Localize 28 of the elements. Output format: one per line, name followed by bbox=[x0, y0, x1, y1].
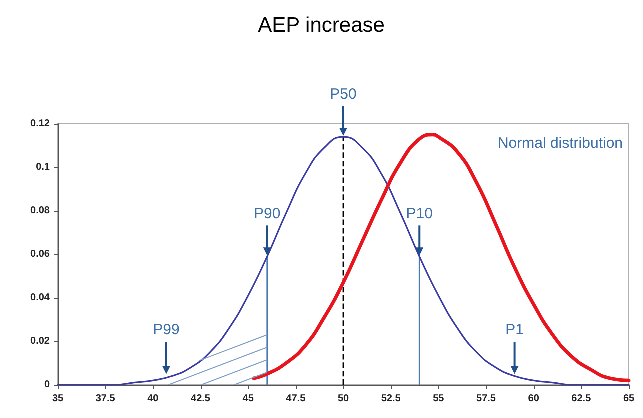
x-tick-label: 55 bbox=[433, 394, 445, 404]
line-series bbox=[252, 133, 631, 382]
ref-line-label: P10 bbox=[406, 206, 433, 223]
y-tick-label: 0.02 bbox=[30, 336, 50, 347]
x-tick-label: 62.5 bbox=[572, 394, 592, 404]
x-tick-label: 60 bbox=[528, 394, 540, 404]
x-tick-label: 37.5 bbox=[96, 394, 116, 404]
x-tick-label: 47.5 bbox=[286, 394, 306, 404]
x-tick-label: 57.5 bbox=[476, 394, 496, 404]
ref-line-label: P90 bbox=[254, 206, 281, 223]
x-tick-label: 50 bbox=[338, 394, 350, 404]
y-tick-label: 0.12 bbox=[30, 118, 50, 130]
annotation: P99 bbox=[153, 321, 180, 338]
ref-line-label: P50 bbox=[330, 86, 357, 104]
y-tick-label: 0.08 bbox=[30, 206, 50, 216]
y-tick-label: 0.04 bbox=[30, 292, 50, 304]
x-tick-label: 40 bbox=[148, 394, 160, 404]
x-tick-label: 42.5 bbox=[191, 394, 211, 404]
x-tick-label: 52.5 bbox=[381, 394, 402, 404]
y-tick-label: 0.06 bbox=[30, 249, 50, 260]
annotation: Normal distribution bbox=[498, 135, 623, 152]
x-tick-label: 45 bbox=[242, 394, 254, 404]
annotation: P1 bbox=[506, 321, 524, 338]
y-tick-label: 0 bbox=[44, 380, 50, 390]
x-tick-label: 35 bbox=[52, 394, 64, 404]
y-tick-label: 0.1 bbox=[36, 162, 50, 173]
x-tick-label: 65 bbox=[623, 394, 635, 404]
chart-title: AEP increase bbox=[258, 14, 385, 37]
